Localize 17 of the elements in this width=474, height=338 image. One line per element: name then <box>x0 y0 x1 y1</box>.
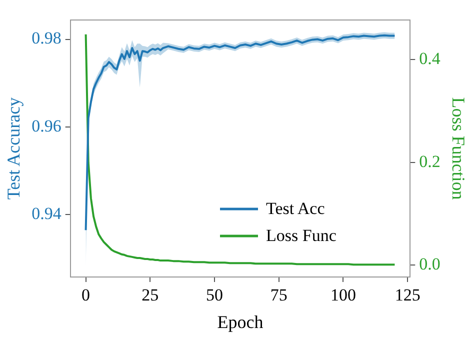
y2-tick-label: 0.2 <box>419 152 440 171</box>
x-axis-title: Epoch <box>217 312 264 332</box>
y2-axis-title: Loss Function <box>448 97 468 200</box>
y2-tick-label: 0.0 <box>419 254 440 274</box>
x-tick-label: 100 <box>330 286 356 305</box>
x-tick-label: 75 <box>270 286 288 305</box>
x-tick-label: 25 <box>142 286 159 305</box>
y-tick-label: 0.96 <box>32 116 62 136</box>
y-tick-label: 0.94 <box>32 204 62 223</box>
legend-label: Loss Func <box>266 226 336 246</box>
y-tick-label: 0.98 <box>32 28 62 48</box>
y-axis-title: Test Accuracy <box>4 97 24 200</box>
legend-label: Test Acc <box>266 198 325 218</box>
x-tick-label: 0 <box>82 286 90 305</box>
y2-tick-label: 0.4 <box>419 49 441 68</box>
x-tick-label: 125 <box>394 286 420 305</box>
x-tick-label: 50 <box>206 286 224 305</box>
